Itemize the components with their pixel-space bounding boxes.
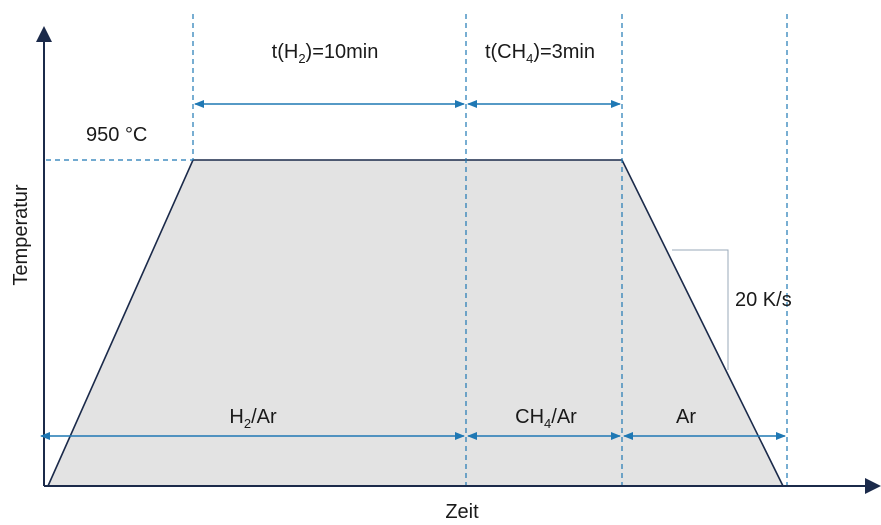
x-axis-title: Zeit (445, 501, 479, 523)
temperature-profile (46, 159, 785, 487)
cooling-rate-label: 20 K/s (735, 289, 792, 311)
y-axis-title: Temperatur (10, 184, 32, 285)
dimension-arrows (40, 100, 786, 440)
ch4-ar-label: CH4/Ar (515, 406, 577, 431)
x-axis-arrow (865, 478, 881, 494)
h2-duration-label: t(H2)=10min (272, 41, 379, 66)
plateau-temperature-label: 950 °C (86, 124, 147, 146)
ar-label: Ar (676, 406, 696, 428)
axes (36, 26, 881, 494)
dashed-guides (46, 14, 788, 486)
y-axis-arrow (36, 26, 52, 42)
ch4-duration-label: t(CH4)=3min (485, 41, 595, 66)
slope-triangle (672, 249, 729, 370)
h2-ar-label: H2/Ar (229, 406, 277, 431)
